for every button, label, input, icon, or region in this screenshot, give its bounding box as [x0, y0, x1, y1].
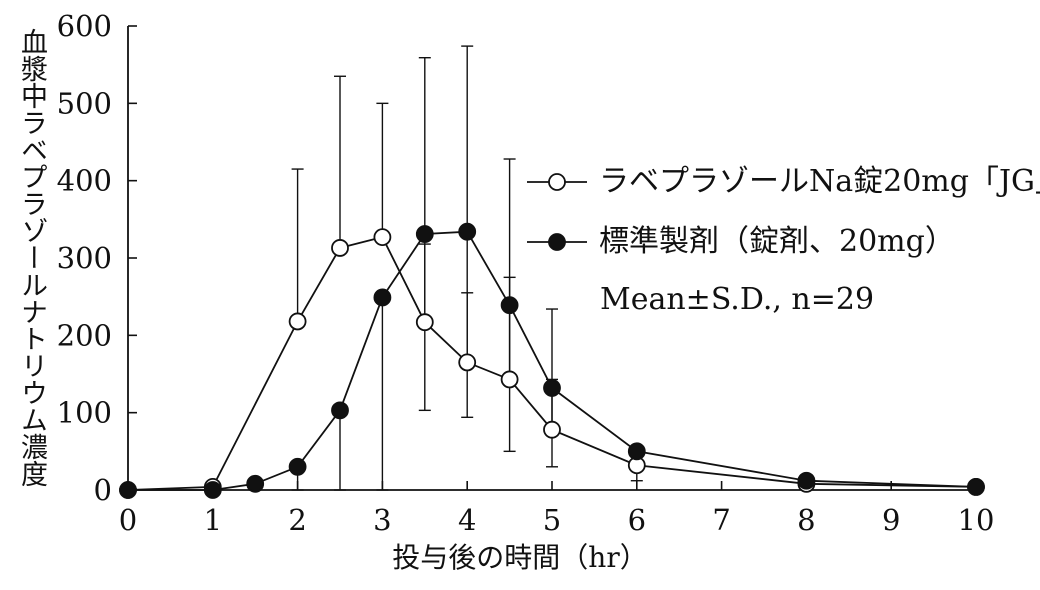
series-line-0 [127, 236, 977, 491]
data-point-filled [967, 478, 985, 496]
data-point-filled [415, 225, 434, 243]
data-point-filled [458, 222, 477, 241]
x-tick-label: 9 [882, 503, 900, 537]
error-bars [249, 45, 813, 491]
x-tick-label: 6 [628, 503, 646, 537]
data-point-open [500, 370, 519, 389]
data-point-filled [373, 288, 392, 307]
y-tick-label: 0 [94, 473, 112, 507]
y-axis-label: 血漿中ラベプラゾールナトリウム濃度 [16, 28, 47, 487]
x-axis-label: 投与後の時間（hr） [392, 541, 648, 574]
x-tick-label: 7 [712, 503, 730, 537]
data-point-open [543, 420, 561, 439]
x-tick-label: 4 [458, 503, 476, 537]
data-point-filled [543, 379, 561, 397]
legend-label-test: ラベプラゾールNa錠20mg「JG」 [599, 164, 1040, 199]
data-point-filled [500, 296, 519, 315]
y-tick-label: 500 [57, 86, 112, 120]
y-tick-label: 100 [57, 396, 112, 430]
data-point-open [288, 312, 307, 331]
data-point-filled [203, 481, 222, 499]
x-tick-label: 3 [373, 503, 391, 537]
data-point-filled [119, 481, 137, 499]
x-tick-label: 0 [119, 503, 137, 537]
y-tick-label: 200 [57, 318, 112, 352]
data-point-filled [288, 457, 307, 476]
stats-annotation: Mean±S.D., n=29 [600, 282, 875, 317]
data-point-filled [627, 442, 646, 461]
data-point-filled [246, 474, 265, 493]
data-point-open [373, 228, 392, 247]
data-point-filled [331, 401, 349, 420]
legend-filled-circle-icon [527, 233, 587, 251]
data-point-open [458, 353, 477, 372]
x-tick-label: 8 [797, 503, 815, 537]
x-tick-label: 10 [958, 503, 995, 537]
x-tick-label: 1 [204, 503, 222, 537]
legend-label-reference: 標準製剤（錠剤、20mg） [599, 224, 955, 259]
data-point-open [415, 313, 434, 332]
y-tick-label: 400 [57, 164, 112, 198]
data-point-filled [797, 471, 816, 490]
x-tick-label: 5 [543, 503, 561, 537]
legend-open-circle-icon [527, 173, 587, 191]
tick-labels: 0 100 200 300 400 500 600 0 1 2 3 4 5 6 7 8 9 10 [57, 9, 995, 537]
y-tick-label: 600 [57, 9, 112, 43]
x-tick-label: 2 [288, 503, 306, 537]
data-points [119, 222, 985, 499]
y-tick-label: 300 [57, 241, 112, 275]
data-point-open [331, 239, 349, 257]
